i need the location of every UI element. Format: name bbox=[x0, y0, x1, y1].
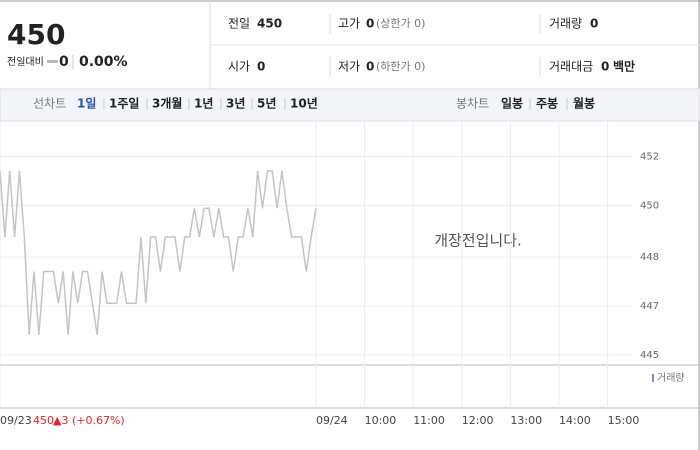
candle-tab[interactable]: 일봉 bbox=[501, 97, 523, 111]
stat-value: 0 bbox=[366, 60, 374, 74]
volume-legend-swatch bbox=[652, 374, 654, 382]
candle-tab[interactable]: 월봉 bbox=[573, 96, 595, 111]
period-tab[interactable]: 3년 bbox=[226, 97, 245, 111]
period-tab[interactable]: 1일 bbox=[77, 97, 96, 111]
y-tick-label: 448 bbox=[640, 252, 659, 263]
x-tick-label: 13:00 bbox=[510, 414, 542, 427]
period-tab[interactable]: 3개월 bbox=[152, 96, 182, 111]
y-tick-label: 445 bbox=[640, 350, 659, 361]
period-tab[interactable]: 1주일 bbox=[109, 97, 139, 111]
stat-value: 0 bbox=[590, 17, 598, 31]
tab-bar bbox=[0, 88, 700, 122]
x-tick-label: 15:00 bbox=[608, 414, 640, 427]
x-tick-label: 14:00 bbox=[559, 414, 591, 427]
period-tab[interactable]: 1년 bbox=[194, 97, 213, 111]
x-tick-label: 10:00 bbox=[365, 414, 397, 427]
stat-value: 0 bbox=[366, 17, 374, 31]
stat-value: 450 bbox=[257, 17, 282, 31]
x-tick-label: 11:00 bbox=[413, 414, 445, 427]
x-tick-label: 09/23 bbox=[0, 414, 32, 427]
y-tick-label: 452 bbox=[640, 152, 659, 163]
x-tick-label: 12:00 bbox=[462, 414, 494, 427]
stat-label: 시가 bbox=[228, 60, 250, 74]
stat-unit: 백만 bbox=[613, 59, 635, 74]
stat-label: 전일 bbox=[228, 17, 250, 31]
stat-note: (상한가 0) bbox=[376, 17, 425, 30]
tab-group-label: 봉차트 bbox=[456, 97, 489, 111]
stat-label: 거래대금 bbox=[549, 60, 593, 74]
stat-label: 거래량 bbox=[549, 17, 582, 31]
stat-value: 0 bbox=[257, 60, 265, 74]
x-tick-label: 09/24 bbox=[316, 414, 348, 427]
change: 0 bbox=[59, 54, 69, 70]
stat-note: (하한가 0) bbox=[376, 59, 425, 73]
status-message: 개장전입니다. bbox=[434, 232, 522, 250]
volume-legend: 거래량 bbox=[657, 372, 685, 384]
price-line bbox=[0, 170, 317, 335]
stat-label: 저가 bbox=[338, 60, 360, 74]
period-tab[interactable]: 5년 bbox=[257, 97, 276, 111]
period-tab[interactable]: 10년 bbox=[290, 97, 318, 111]
change-rate: 0.00% bbox=[79, 54, 128, 70]
stat-value: 0 bbox=[601, 60, 609, 74]
stat-label: 고가 bbox=[338, 17, 360, 31]
y-tick-label: 450 bbox=[640, 200, 659, 211]
candle-tab[interactable]: 주봉 bbox=[536, 97, 558, 111]
change-label: 전일대비 bbox=[7, 56, 44, 68]
annotation-change: ▲3 (+0.67%) bbox=[53, 414, 125, 427]
annotation-price: 450 bbox=[33, 414, 54, 427]
tab-group-label: 선차트 bbox=[33, 97, 66, 111]
price: 450 bbox=[7, 18, 65, 51]
y-tick-label: 447 bbox=[640, 301, 659, 312]
flat-icon bbox=[47, 60, 58, 63]
